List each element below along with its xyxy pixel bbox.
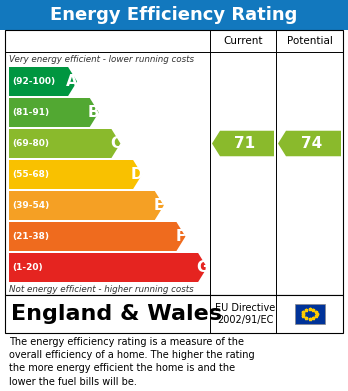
Text: Not energy efficient - higher running costs: Not energy efficient - higher running co…: [9, 285, 193, 294]
Text: (55-68): (55-68): [12, 170, 49, 179]
Text: D: D: [131, 167, 143, 182]
Text: England & Wales: England & Wales: [11, 304, 222, 324]
Text: F: F: [175, 229, 186, 244]
Text: (39-54): (39-54): [12, 201, 49, 210]
Text: (92-100): (92-100): [12, 77, 55, 86]
Polygon shape: [9, 67, 77, 96]
Text: (81-91): (81-91): [12, 108, 49, 117]
Polygon shape: [9, 222, 185, 251]
Text: B: B: [88, 105, 100, 120]
Bar: [294, 304, 324, 324]
Polygon shape: [9, 191, 164, 220]
Text: Very energy efficient - lower running costs: Very energy efficient - lower running co…: [9, 56, 194, 65]
Polygon shape: [9, 253, 207, 282]
Text: 74: 74: [301, 136, 322, 151]
Text: (69-80): (69-80): [12, 139, 49, 148]
Text: 71: 71: [235, 136, 255, 151]
Text: Energy Efficiency Rating: Energy Efficiency Rating: [50, 6, 298, 24]
Polygon shape: [9, 160, 142, 189]
Text: Potential: Potential: [286, 36, 332, 46]
Text: E: E: [154, 198, 164, 213]
Text: The energy efficiency rating is a measure of the
overall efficiency of a home. T: The energy efficiency rating is a measur…: [9, 337, 255, 387]
Text: A: A: [66, 74, 78, 89]
Text: C: C: [110, 136, 121, 151]
Text: EU Directive
2002/91/EC: EU Directive 2002/91/EC: [215, 303, 275, 325]
Text: G: G: [196, 260, 208, 275]
Text: (1-20): (1-20): [12, 263, 42, 272]
Polygon shape: [9, 98, 99, 127]
Bar: [5, 30, 343, 295]
Text: (21-38): (21-38): [12, 232, 49, 241]
Bar: [5, 295, 343, 333]
Text: Current: Current: [223, 36, 263, 46]
Bar: [0, 0, 348, 30]
Polygon shape: [278, 131, 341, 156]
Polygon shape: [9, 129, 120, 158]
Polygon shape: [212, 131, 274, 156]
